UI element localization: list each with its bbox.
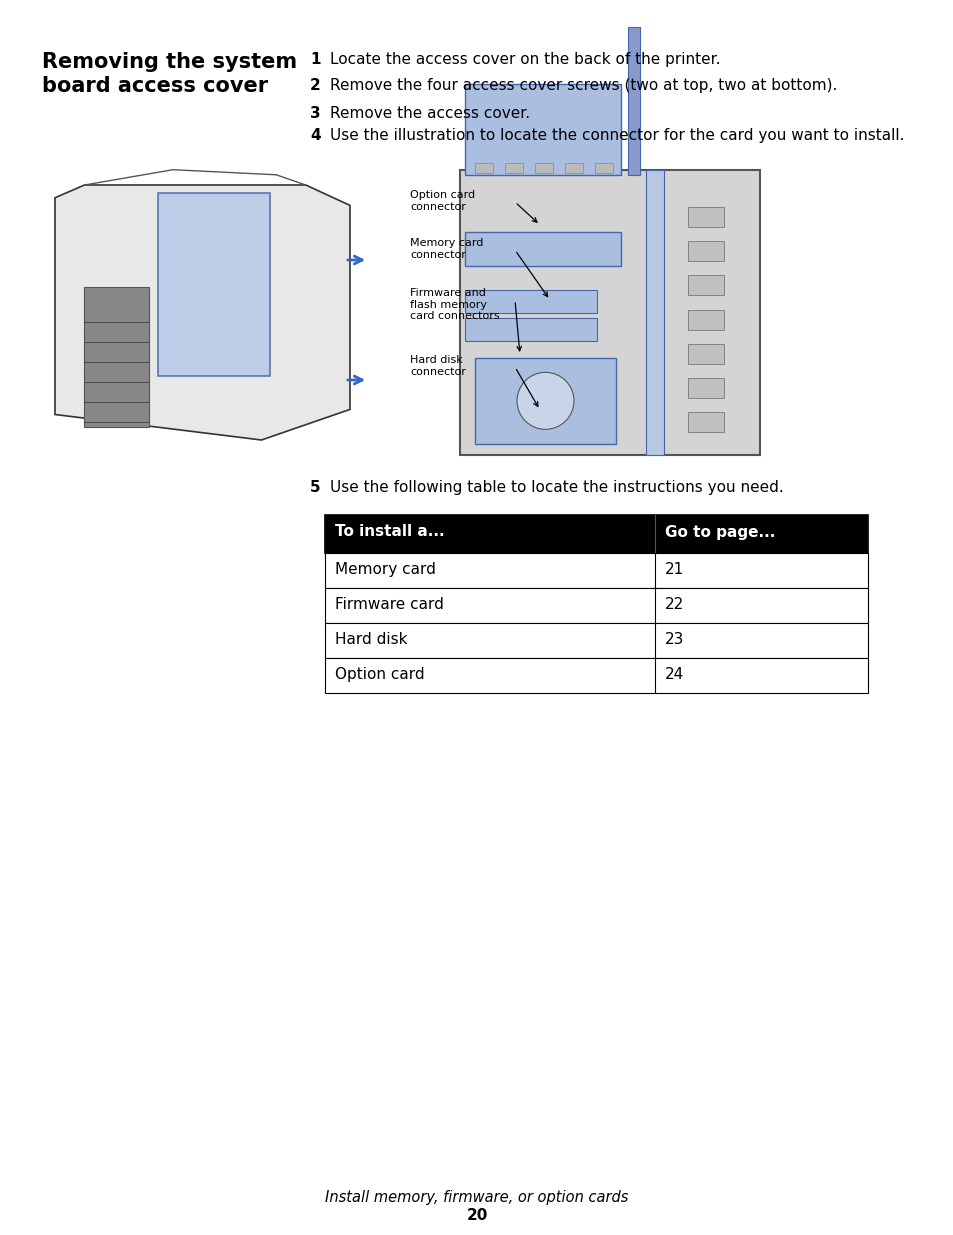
Text: 3: 3	[310, 106, 320, 121]
Bar	[464, 232, 620, 267]
Text: Install memory, firmware, or option cards: Install memory, firmware, or option card…	[325, 1191, 628, 1205]
Bar	[645, 170, 663, 454]
Text: 22: 22	[664, 597, 683, 613]
Text: Use the illustration to locate the connector for the card you want to install.: Use the illustration to locate the conne…	[330, 128, 903, 143]
Bar	[464, 319, 597, 341]
Bar	[687, 378, 723, 398]
Text: 4: 4	[310, 128, 320, 143]
Bar	[627, 27, 639, 175]
Bar	[85, 287, 150, 427]
Bar	[687, 241, 723, 261]
Polygon shape	[55, 185, 350, 440]
Bar	[687, 310, 723, 330]
Bar	[475, 163, 493, 173]
Text: Remove the four access cover screws (two at top, two at bottom).: Remove the four access cover screws (two…	[330, 78, 837, 93]
Text: Memory card: Memory card	[335, 562, 436, 577]
Bar	[464, 290, 597, 312]
Bar	[325, 658, 867, 693]
Bar	[687, 343, 723, 364]
Circle shape	[517, 372, 574, 430]
Text: Option card
connector: Option card connector	[410, 190, 475, 211]
Bar	[595, 163, 613, 173]
Bar	[687, 207, 723, 227]
Bar	[325, 553, 867, 588]
Text: Firmware card: Firmware card	[335, 597, 443, 613]
Text: Memory card
connector: Memory card connector	[410, 238, 483, 259]
Text: Use the following table to locate the instructions you need.: Use the following table to locate the in…	[330, 480, 783, 495]
Bar	[325, 622, 867, 658]
Text: board access cover: board access cover	[42, 77, 268, 96]
Bar	[535, 163, 553, 173]
Text: To install a...: To install a...	[335, 525, 444, 540]
Text: 5: 5	[310, 480, 320, 495]
Bar	[325, 588, 867, 622]
Text: Removing the system: Removing the system	[42, 52, 296, 72]
Bar	[464, 84, 620, 175]
Bar	[158, 193, 270, 377]
Bar	[687, 412, 723, 432]
Text: 20: 20	[466, 1208, 487, 1223]
Text: Go to page...: Go to page...	[664, 525, 775, 540]
Bar	[687, 275, 723, 295]
Bar	[504, 163, 522, 173]
Bar	[325, 515, 867, 553]
Text: 1: 1	[310, 52, 320, 67]
Bar	[459, 170, 760, 454]
Text: Remove the access cover.: Remove the access cover.	[330, 106, 530, 121]
Text: 2: 2	[310, 78, 320, 93]
Text: Hard disk: Hard disk	[335, 632, 407, 647]
Bar	[475, 358, 616, 443]
Text: 24: 24	[664, 667, 683, 682]
Text: Locate the access cover on the back of the printer.: Locate the access cover on the back of t…	[330, 52, 720, 67]
Text: Hard disk
connector: Hard disk connector	[410, 354, 465, 377]
Text: 23: 23	[664, 632, 683, 647]
Bar	[564, 163, 582, 173]
Text: Option card: Option card	[335, 667, 424, 682]
Text: Firmware and
flash memory
card connectors: Firmware and flash memory card connector…	[410, 288, 499, 321]
Text: 21: 21	[664, 562, 683, 577]
